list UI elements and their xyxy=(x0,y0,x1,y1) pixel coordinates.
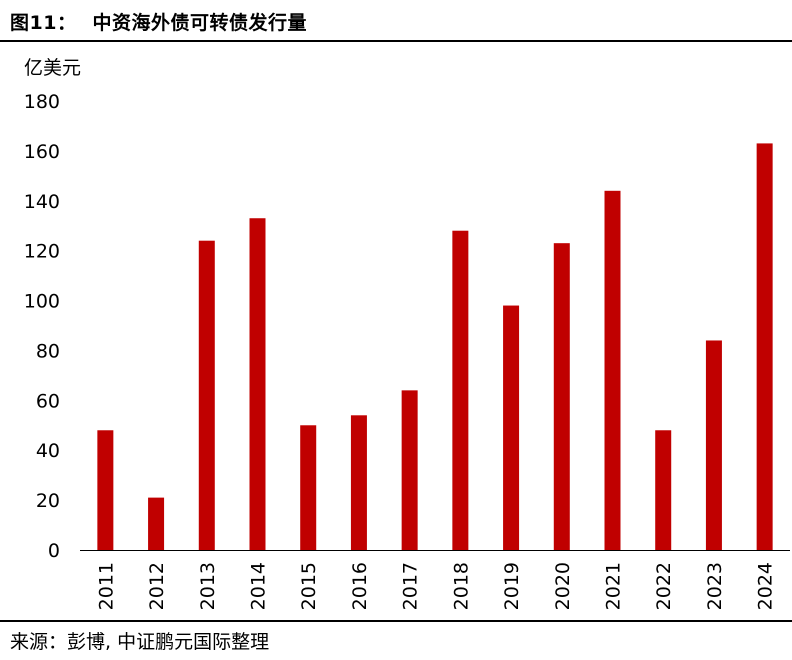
x-axis-ticks: 2011 2012 2013 2014 2015 2016 2017 2018 2019 2020… xyxy=(95,562,776,610)
bars-group xyxy=(97,143,773,551)
source-note: 来源：彭博, 中证鹏元国际整理 xyxy=(10,631,270,653)
y-tick-label: 60 xyxy=(36,390,60,412)
bar-2018 xyxy=(452,230,469,550)
y-tick-label: 20 xyxy=(36,490,60,512)
y-tick-label: 120 xyxy=(24,241,60,263)
bar-2023 xyxy=(705,340,722,550)
bar-2022 xyxy=(655,430,672,550)
title-rule xyxy=(0,40,792,42)
x-tick-label: 2011 xyxy=(95,562,117,610)
x-tick-label: 2016 xyxy=(349,562,371,610)
x-tick-label: 2024 xyxy=(755,562,777,610)
bar-2013 xyxy=(198,240,215,550)
bar-2024 xyxy=(756,143,773,550)
bar-2011 xyxy=(97,430,114,550)
y-tick-label: 0 xyxy=(48,540,60,562)
figure-number: 图11： xyxy=(10,12,77,34)
x-tick-label: 2021 xyxy=(603,562,625,610)
y-tick-label: 180 xyxy=(24,91,60,113)
y-tick-label: 100 xyxy=(24,291,60,313)
x-tick-label: 2019 xyxy=(501,562,523,610)
x-tick-label: 2012 xyxy=(146,562,168,610)
x-tick-label: 2022 xyxy=(653,562,675,610)
y-tick-label: 140 xyxy=(24,191,60,213)
y-tick-label: 80 xyxy=(36,340,60,362)
bar-2020 xyxy=(553,243,570,550)
y-tick-label: 160 xyxy=(24,141,60,163)
bar-2017 xyxy=(401,390,418,550)
footer-rule xyxy=(0,620,792,622)
bar-2012 xyxy=(148,497,165,550)
figure-title: 图11： 中资海外债可转债发行量 xyxy=(10,8,307,35)
bar-2015 xyxy=(300,425,317,550)
bar-2016 xyxy=(350,415,367,550)
x-tick-label: 2023 xyxy=(704,562,726,610)
y-tick-label: 40 xyxy=(36,440,60,462)
y-axis-ticks: 0 20 40 60 80 100 120 140 160 180 xyxy=(24,91,60,562)
x-tick-label: 2020 xyxy=(552,562,574,610)
figure-title-text: 中资海外债可转债发行量 xyxy=(92,12,307,34)
x-tick-label: 2018 xyxy=(450,562,472,610)
bar-2014 xyxy=(249,218,266,550)
x-tick-label: 2017 xyxy=(400,562,422,610)
bar-2021 xyxy=(604,190,621,551)
x-tick-label: 2013 xyxy=(197,562,219,610)
x-tick-label: 2015 xyxy=(298,562,320,610)
bar-2019 xyxy=(503,305,520,550)
x-tick-label: 2014 xyxy=(248,562,270,610)
y-axis-unit-label: 亿美元 xyxy=(24,57,81,79)
